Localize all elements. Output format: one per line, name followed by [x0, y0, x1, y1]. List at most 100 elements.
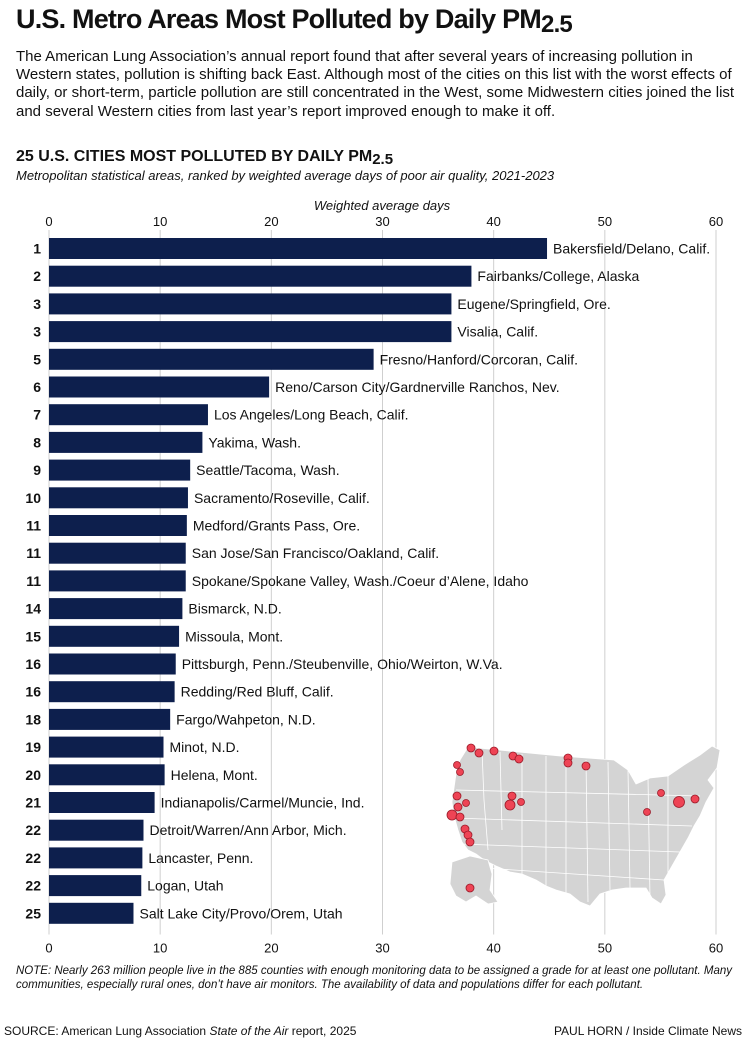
bar-label: Los Angeles/Long Beach, Calif. — [214, 407, 409, 423]
lede-paragraph: The American Lung Association’s annual r… — [16, 48, 735, 120]
bar — [49, 764, 165, 786]
pollution-marker — [563, 758, 573, 768]
bar-row: 25 Salt Lake City/Provo/Orem, Utah — [25, 902, 343, 924]
bar-row: 15 Missoula, Mont. — [25, 625, 283, 647]
bar-row: 7 Los Angeles/Long Beach, Calif. — [33, 404, 409, 426]
gridlines — [48, 230, 717, 935]
bar-label: Missoula, Mont. — [185, 628, 283, 644]
rank-label: 9 — [33, 462, 41, 478]
bar-row: 2 Fairbanks/College, Alaska — [33, 265, 640, 287]
rank-label: 16 — [25, 656, 41, 672]
bar-row: 20 Helena, Mont. — [25, 764, 258, 786]
rank-label: 5 — [33, 351, 41, 367]
bar-label: Minot, N.D. — [170, 739, 240, 755]
pollution-markers — [446, 743, 700, 893]
x-tick-label-bottom: 0 — [45, 941, 52, 956]
pollution-marker — [489, 746, 499, 756]
pollution-marker — [657, 789, 665, 797]
bar — [49, 431, 203, 453]
bar-label: Indianapolis/Carmel/Muncie, Ind. — [161, 795, 365, 811]
rank-label: 19 — [25, 739, 41, 755]
rank-label: 21 — [25, 795, 41, 811]
bar-row: 22 Logan, Utah — [25, 875, 224, 897]
bar-row: 3 Eugene/Springfield, Ore. — [33, 293, 611, 315]
bar — [49, 708, 171, 730]
bar-label: Yakima, Wash. — [208, 434, 301, 450]
bar-row: 16 Redding/Red Bluff, Calif. — [25, 681, 334, 703]
bar — [49, 875, 142, 897]
bar-label: Reno/Carson City/Gardnerville Ranchos, N… — [275, 379, 560, 395]
bar-label: Bismarck, N.D. — [188, 601, 281, 617]
bar-label: Fairbanks/College, Alaska — [477, 268, 639, 284]
x-tick-label-bottom: 20 — [264, 941, 278, 956]
rank-label: 18 — [25, 711, 41, 727]
bar-label: Pittsburgh, Penn./Steubenville, Ohio/Wei… — [182, 656, 503, 672]
pollution-marker — [455, 812, 465, 822]
bar-row: 19 Minot, N.D. — [25, 736, 240, 758]
x-tick-label-bottom: 60 — [709, 941, 723, 956]
bar — [49, 265, 472, 287]
pollution-marker — [466, 743, 476, 753]
x-tick-label-top: 0 — [45, 214, 52, 229]
bar-row: 9 Seattle/Tacoma, Wash. — [33, 459, 340, 481]
bars: 1 Bakersfield/Delano, Calif. 2 Fairbanks/Co… — [25, 238, 710, 924]
source-suffix: report, 2025 — [288, 1024, 357, 1038]
bar-row: 11 Spokane/Spokane Valley, Wash./Coeur d’… — [26, 570, 529, 592]
rank-label: 22 — [25, 878, 41, 894]
pollution-marker — [474, 748, 484, 758]
rank-label: 7 — [33, 407, 41, 423]
bar — [49, 376, 270, 398]
pollution-marker — [456, 768, 464, 776]
rank-label: 11 — [26, 573, 41, 589]
title-subscript: 2.5 — [541, 11, 573, 38]
rank-label: 22 — [25, 850, 41, 866]
chart-title-text: 25 U.S. CITIES MOST POLLUTED BY DAILY PM — [16, 148, 373, 165]
bar-label: Lancaster, Penn. — [148, 850, 253, 866]
x-axis-title: Weighted average days — [314, 198, 451, 213]
title-text: U.S. Metro Areas Most Polluted by Daily … — [16, 4, 542, 34]
bar — [49, 404, 208, 426]
bar-label: Salt Lake City/Provo/Orem, Utah — [139, 905, 342, 921]
pollution-marker — [453, 802, 463, 812]
bar — [49, 847, 143, 869]
x-tick-label-bottom: 50 — [598, 941, 612, 956]
bar-label: Redding/Red Bluff, Calif. — [181, 684, 334, 700]
bar-row: 11 Medford/Grants Pass, Ore. — [26, 515, 360, 536]
bar — [49, 625, 180, 647]
bar-row: 16 Pittsburgh, Penn./Steubenville, Ohio/W… — [25, 653, 503, 675]
pollution-marker — [462, 799, 470, 807]
x-tick-label-top: 20 — [264, 214, 278, 229]
bar-label: Detroit/Warren/Ann Arbor, Mich. — [149, 822, 346, 838]
x-tick-label-top: 40 — [486, 214, 500, 229]
bar-row: 18 Fargo/Wahpeton, N.D. — [25, 708, 316, 730]
us-map — [446, 743, 721, 907]
footnote: NOTE: Nearly 263 million people live in … — [16, 965, 732, 992]
bar-label: San Jose/San Francisco/Oakland, Calif. — [192, 545, 439, 561]
rank-label: 14 — [25, 601, 41, 617]
bar-row: 14 Bismarck, N.D. — [25, 598, 282, 620]
pollution-marker — [507, 791, 517, 801]
x-tick-label-top: 10 — [153, 214, 167, 229]
pollution-marker — [514, 754, 524, 764]
chart-title: 25 U.S. CITIES MOST POLLUTED BY DAILY PM… — [16, 148, 393, 168]
bar — [49, 681, 175, 703]
credit-line: PAUL HORN / Inside Climate News — [553, 1024, 742, 1038]
source-title: State of the Air — [209, 1024, 289, 1038]
chart-subtitle: Metropolitan statistical areas, ranked b… — [16, 168, 555, 183]
x-axis-bottom: 0 10 20 30 40 50 60 — [45, 941, 723, 956]
bar-row: 22 Lancaster, Penn. — [25, 847, 253, 869]
rank-label: 1 — [33, 241, 41, 257]
bar — [49, 653, 176, 675]
x-tick-label-bottom: 30 — [375, 941, 389, 956]
rank-label: 10 — [25, 490, 41, 506]
bar-label: Fresno/Hanford/Corcoran, Calif. — [380, 351, 578, 367]
bar-chart: Weighted average days 0 10 20 30 40 50 60 0 10 2… — [25, 198, 723, 956]
bar — [49, 515, 187, 536]
rank-label: 11 — [26, 545, 41, 561]
alaska-map — [449, 855, 499, 905]
bar-label: Seattle/Tacoma, Wash. — [196, 462, 339, 478]
pollution-marker — [517, 798, 525, 806]
x-tick-label-top: 30 — [375, 214, 389, 229]
bar-label: Bakersfield/Delano, Calif. — [553, 241, 710, 257]
bar — [49, 542, 186, 564]
